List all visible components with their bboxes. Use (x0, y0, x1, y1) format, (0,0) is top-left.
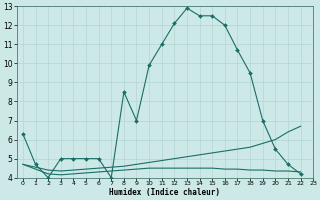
X-axis label: Humidex (Indice chaleur): Humidex (Indice chaleur) (109, 188, 220, 197)
